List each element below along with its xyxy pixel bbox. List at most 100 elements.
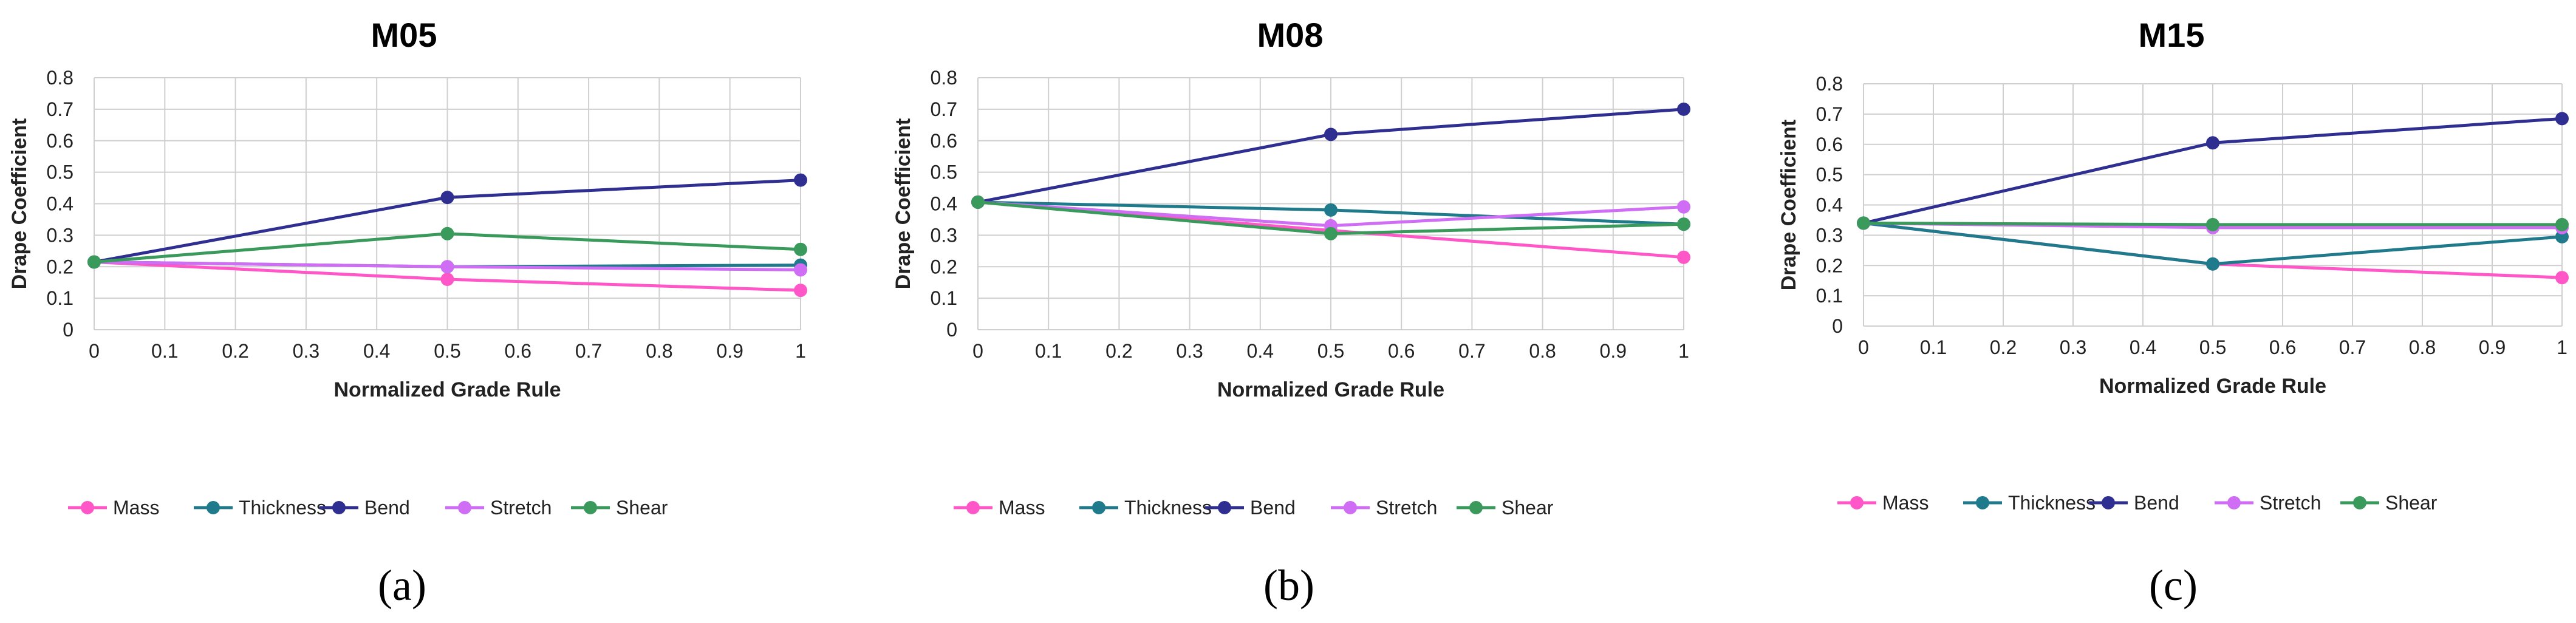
panel-label: (b) — [1263, 561, 1314, 610]
x-tick-label: 0.3 — [293, 340, 319, 362]
legend-label-bend: Bend — [364, 497, 410, 519]
x-tick-label: 0.1 — [1035, 340, 1062, 362]
x-axis-title: Normalized Grade Rule — [1217, 378, 1444, 401]
y-tick-label: 0.6 — [1816, 134, 1843, 155]
legend-swatch-marker-bend — [1218, 501, 1231, 514]
chart-title: M05 — [371, 16, 437, 54]
y-tick-label: 0.8 — [931, 67, 957, 89]
x-tick-label: 0.9 — [1600, 340, 1627, 362]
legend-label-stretch: Stretch — [1376, 497, 1437, 519]
y-tick-label: 0.1 — [1816, 285, 1843, 307]
y-tick-label: 0 — [946, 319, 957, 341]
legend-swatch-marker-stretch — [1344, 501, 1357, 514]
chart-panel-m08: M08 0 0.1 0.2 0.3 0.4 0.5 0.6 0.7 0.8 0.9 1 0 0.1 0.2 0… — [892, 16, 1690, 610]
y-tick-label: 0.2 — [931, 256, 957, 277]
legend-swatch-marker-mass — [81, 501, 94, 514]
y-tick-label: 0.8 — [1816, 73, 1843, 95]
data-point-shear — [2206, 217, 2219, 231]
y-tick-label: 0.6 — [47, 130, 73, 152]
legend-label-mass: Mass — [1882, 492, 1929, 514]
data-point-shear — [1324, 226, 1338, 240]
chart-panel-m15: M15 0 0.1 0.2 0.3 0.4 0.5 0.6 0.7 0.8 0.9 1 0 0.1 0.2 0… — [1777, 16, 2569, 610]
data-point-bend — [440, 191, 454, 205]
data-point-bend — [2206, 136, 2219, 150]
y-tick-label: 0.6 — [931, 130, 957, 152]
legend-swatch-marker-bend — [2102, 496, 2115, 509]
data-point-mass — [794, 284, 807, 298]
y-tick-label: 0.5 — [47, 162, 73, 183]
y-tick-label: 0.7 — [931, 98, 957, 120]
data-point-bend — [1677, 102, 1690, 116]
y-tick-label: 0.4 — [931, 193, 957, 215]
legend-swatch-marker-thickness — [1976, 496, 1989, 509]
chart-title: M08 — [1257, 16, 1324, 54]
legend-label-shear: Shear — [1502, 497, 1554, 519]
legend-swatch-marker-shear — [584, 501, 597, 514]
data-point-bend — [1324, 128, 1338, 141]
legend-swatch-marker-thickness — [207, 501, 220, 514]
x-tick-label: 0.7 — [575, 340, 602, 362]
data-point-bend — [2555, 112, 2569, 126]
data-point-shear — [440, 226, 454, 240]
x-tick-label: 0.6 — [1388, 340, 1415, 362]
chart-panel-m05: M05 0 0.1 0.2 0.3 0.4 0.5 0.6 0.7 0.8 0.9 1 0 0.1 0.2 0… — [8, 16, 807, 610]
x-tick-label: 0.5 — [1317, 340, 1344, 362]
legend-swatch-marker-stretch — [458, 501, 471, 514]
panel-label: (a) — [378, 561, 426, 610]
data-point-mass — [2555, 271, 2569, 285]
x-tick-label: 0.1 — [151, 340, 178, 362]
x-tick-label: 0.4 — [2130, 336, 2156, 358]
y-tick-label: 0.3 — [931, 224, 957, 246]
x-tick-label: 0 — [1858, 336, 1869, 358]
legend-label-bend: Bend — [1250, 497, 1296, 519]
x-tick-label: 0.6 — [2269, 336, 2296, 358]
y-tick-label: 0.4 — [47, 193, 73, 215]
x-tick-label: 0.1 — [1920, 336, 1947, 358]
y-tick-label: 0.1 — [931, 287, 957, 309]
data-point-thickness — [2206, 257, 2219, 271]
y-tick-label: 0.1 — [47, 287, 73, 309]
data-point-stretch — [794, 263, 807, 277]
y-axis-title: Drape Coefficient — [1777, 120, 1800, 291]
y-axis-title: Drape Coefficient — [892, 118, 915, 290]
y-tick-label: 0.2 — [1816, 254, 1843, 276]
data-point-shear — [794, 242, 807, 256]
y-tick-label: 0.5 — [931, 162, 957, 183]
y-axis-title: Drape Coefficient — [8, 118, 31, 290]
x-tick-label: 0.4 — [1247, 340, 1274, 362]
y-tick-label: 0.2 — [47, 256, 73, 277]
x-tick-label: 0.7 — [1458, 340, 1485, 362]
x-tick-label: 0.5 — [2199, 336, 2226, 358]
x-tick-label: 0.9 — [716, 340, 743, 362]
y-tick-label: 0.4 — [1816, 194, 1843, 216]
data-point-mass — [440, 273, 454, 286]
y-tick-label: 0.7 — [47, 98, 73, 120]
x-axis-title: Normalized Grade Rule — [2099, 375, 2326, 398]
data-point-shear — [87, 255, 101, 269]
legend-label-mass: Mass — [999, 497, 1045, 519]
legend-label-stretch: Stretch — [2260, 492, 2321, 514]
y-tick-label: 0.3 — [1816, 224, 1843, 246]
x-tick-label: 0.8 — [2409, 336, 2436, 358]
x-tick-label: 1 — [795, 340, 806, 362]
legend-label-thickness: Thickness — [2008, 492, 2096, 514]
legend-label-thickness: Thickness — [239, 497, 326, 519]
legend-label-shear: Shear — [616, 497, 668, 519]
x-tick-label: 0.3 — [1176, 340, 1203, 362]
x-tick-label: 0.2 — [1105, 340, 1132, 362]
x-tick-label: 0.6 — [505, 340, 531, 362]
data-point-mass — [1677, 250, 1690, 264]
legend-swatch-marker-mass — [1850, 496, 1864, 509]
x-tick-label: 0.9 — [2479, 336, 2506, 358]
x-tick-label: 0.5 — [434, 340, 460, 362]
y-tick-label: 0.3 — [47, 224, 73, 246]
x-tick-label: 1 — [1678, 340, 1689, 362]
legend-swatch-marker-bend — [332, 501, 346, 514]
legend-label-mass: Mass — [113, 497, 159, 519]
data-point-thickness — [1324, 203, 1338, 217]
x-tick-label: 0.3 — [2060, 336, 2086, 358]
legend-label-shear: Shear — [2385, 492, 2438, 514]
x-tick-label: 1 — [2557, 336, 2567, 358]
legend-swatch-marker-thickness — [1092, 501, 1105, 514]
x-tick-label: 0 — [972, 340, 983, 362]
